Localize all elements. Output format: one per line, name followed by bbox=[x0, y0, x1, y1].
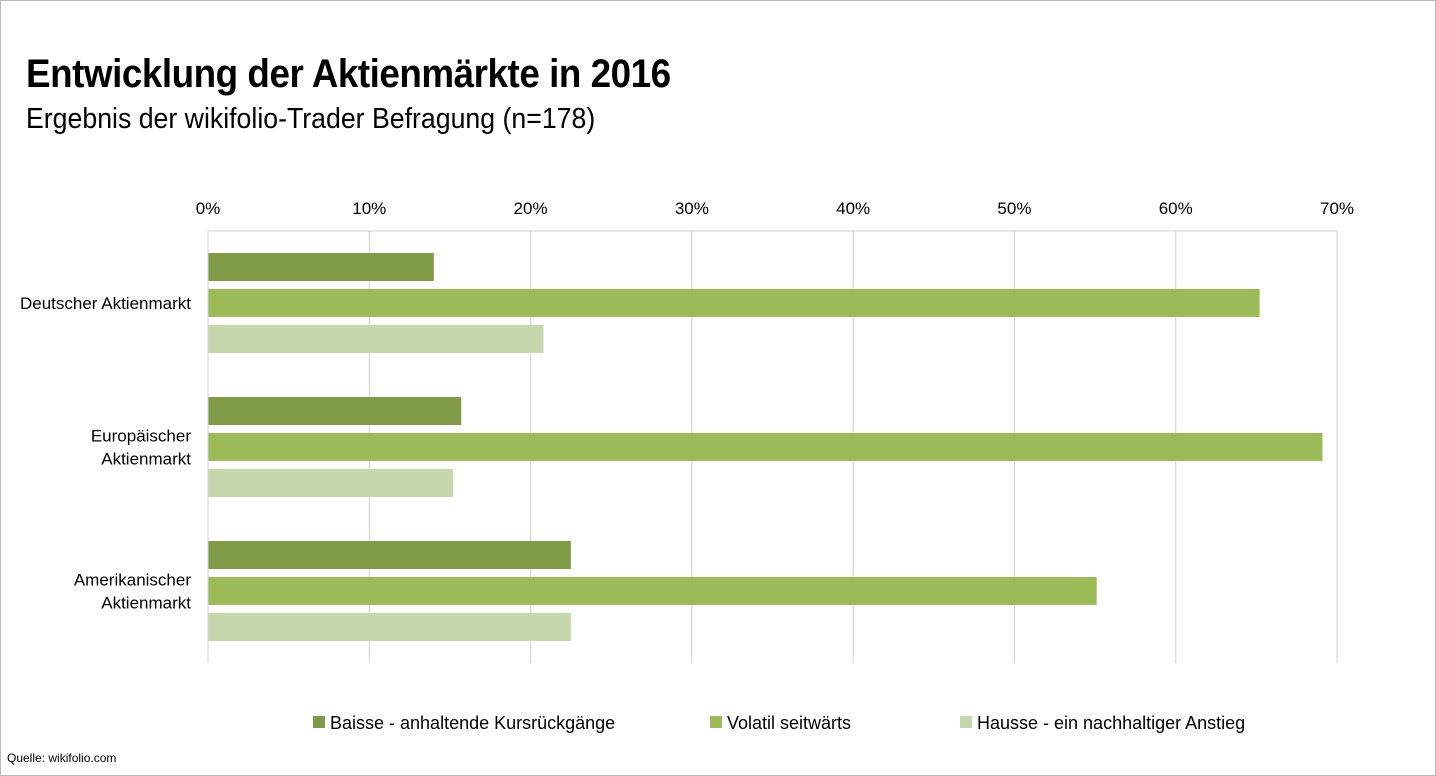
legend-swatch bbox=[710, 716, 722, 728]
category-label: Amerikanischer bbox=[74, 571, 191, 590]
bar bbox=[208, 469, 454, 497]
bar bbox=[208, 433, 1323, 461]
x-tick-label: 40% bbox=[836, 199, 870, 218]
category-label: Deutscher Aktienmarkt bbox=[20, 294, 191, 313]
category-label: Aktienmarkt bbox=[101, 450, 191, 469]
bar bbox=[208, 577, 1097, 605]
category-label: Europäischer bbox=[91, 427, 192, 446]
x-tick-label: 10% bbox=[352, 199, 386, 218]
chart-title: Entwicklung der Aktienmärkte in 2016 bbox=[26, 52, 671, 96]
source-note: Quelle: wikifolio.com bbox=[7, 751, 117, 765]
x-tick-label: 60% bbox=[1159, 199, 1193, 218]
bar bbox=[208, 253, 434, 281]
legend-label: Hausse - ein nachhaltiger Anstieg bbox=[977, 713, 1245, 733]
category-label: Aktienmarkt bbox=[101, 594, 191, 613]
bar bbox=[208, 397, 462, 425]
bar bbox=[208, 613, 571, 641]
x-tick-label: 30% bbox=[675, 199, 709, 218]
legend-swatch bbox=[313, 716, 325, 728]
x-tick-label: 0% bbox=[196, 199, 221, 218]
legend-label: Volatil seitwärts bbox=[727, 713, 851, 733]
x-tick-label: 50% bbox=[997, 199, 1031, 218]
legend-label: Baisse - anhaltende Kursrückgänge bbox=[330, 713, 615, 733]
bar bbox=[208, 289, 1260, 317]
x-tick-label: 20% bbox=[514, 199, 548, 218]
bar bbox=[208, 541, 571, 569]
x-tick-label: 70% bbox=[1320, 199, 1354, 218]
legend-swatch bbox=[960, 716, 972, 728]
bar bbox=[208, 325, 544, 353]
chart-subtitle: Ergebnis der wikifolio-Trader Befragung … bbox=[26, 103, 596, 135]
